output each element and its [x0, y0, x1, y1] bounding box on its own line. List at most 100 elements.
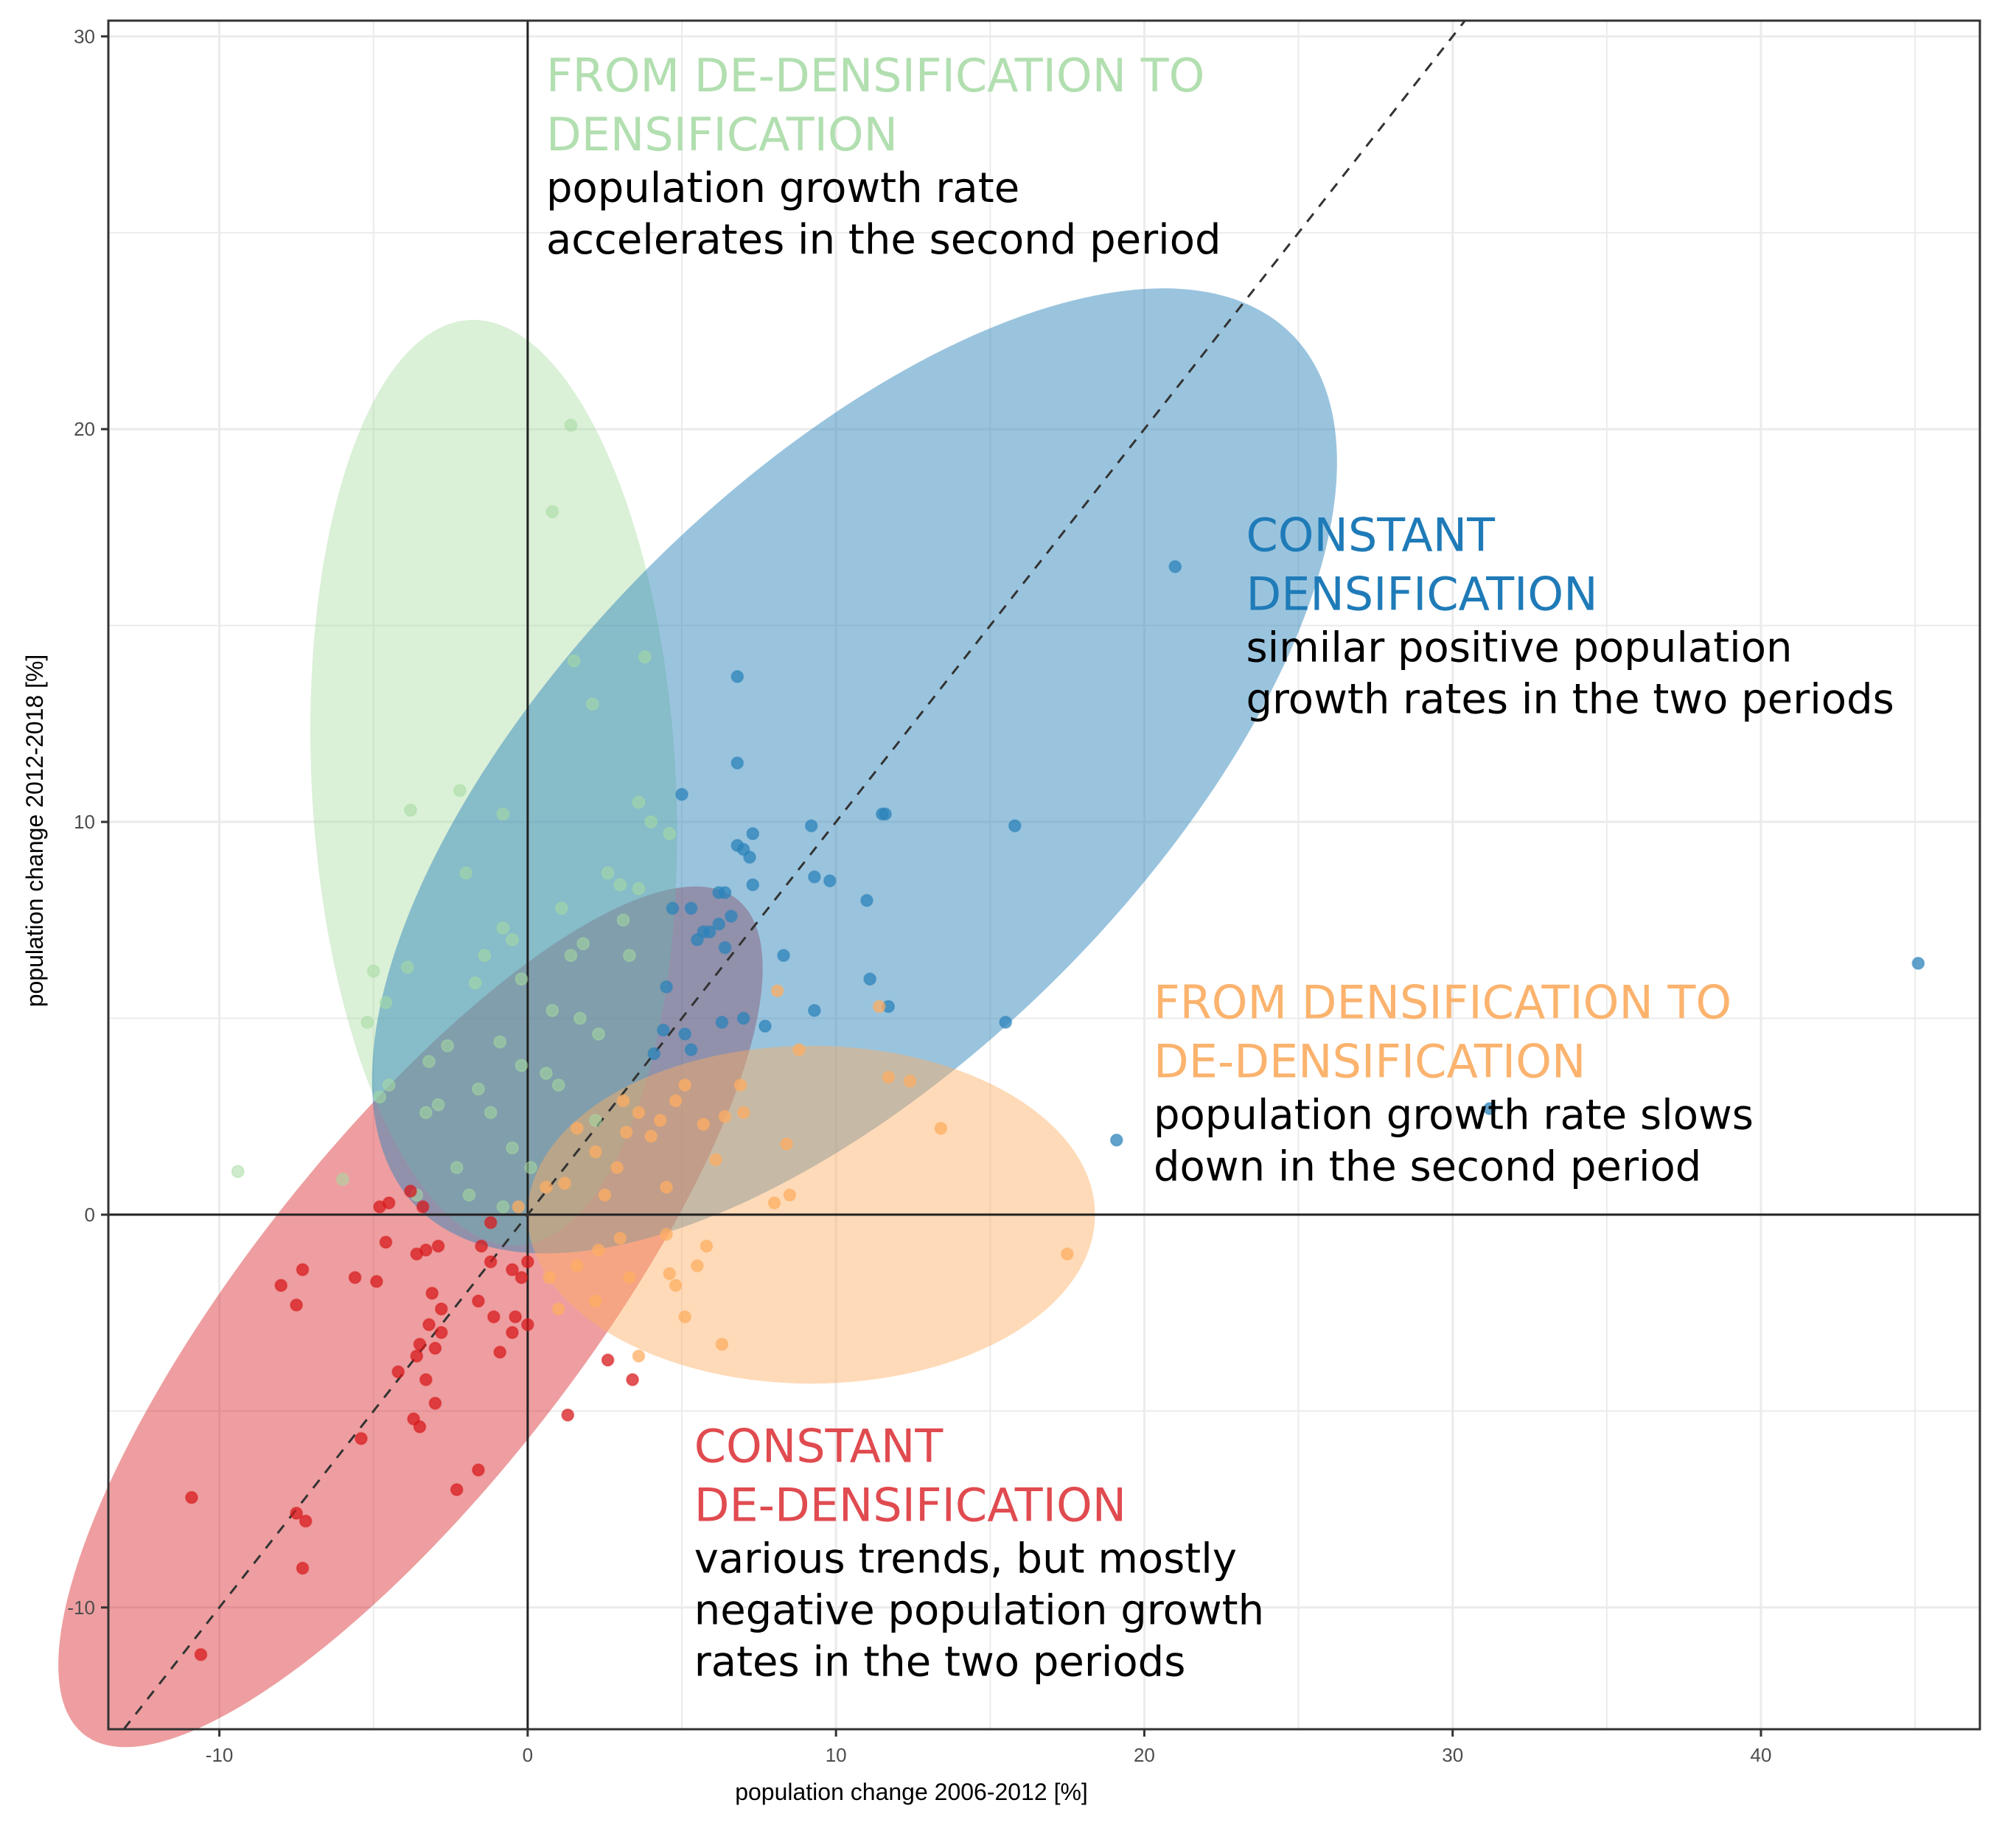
data-point	[684, 901, 698, 915]
data-point	[403, 803, 417, 817]
data-point	[419, 1372, 433, 1386]
data-point	[422, 1318, 436, 1332]
data-point	[770, 984, 784, 998]
data-point	[588, 1114, 602, 1128]
data-point	[626, 1372, 640, 1386]
data-point	[697, 1117, 711, 1131]
data-point	[690, 932, 704, 946]
annotation-body: similar positive population	[1246, 624, 1792, 671]
data-point	[369, 1274, 383, 1288]
data-point	[573, 1011, 587, 1025]
annotation-body: negative population growth	[694, 1587, 1264, 1635]
data-point	[622, 1271, 636, 1285]
y-tick-label: 30	[74, 25, 95, 47]
data-point	[647, 1047, 661, 1061]
data-point	[663, 1266, 677, 1280]
reference-lines	[108, 20, 1980, 1730]
annotation-0: FROM DE-DENSIFICATION TO DENSIFICATIONpop…	[546, 49, 1221, 264]
data-point	[462, 1188, 476, 1202]
data-point	[422, 1055, 436, 1069]
x-tick-label: 0	[523, 1744, 533, 1766]
plot-background	[108, 21, 1980, 1729]
data-point	[564, 949, 578, 963]
data-point	[610, 1160, 624, 1174]
data-point	[558, 1176, 572, 1190]
data-point	[690, 1259, 704, 1273]
data-point	[678, 1078, 692, 1092]
annotation-body: various trends, but mostly	[694, 1535, 1237, 1583]
data-point	[425, 1286, 439, 1300]
annotation-body: down in the second period	[1154, 1142, 1701, 1190]
data-point	[792, 1043, 806, 1057]
data-point	[570, 1259, 584, 1273]
data-point	[505, 932, 519, 946]
annotation-title: DE-DENSIFICATION	[694, 1479, 1126, 1532]
data-point	[585, 697, 599, 711]
data-point	[712, 885, 726, 899]
data-point	[746, 827, 760, 841]
data-point	[520, 1255, 534, 1269]
data-point	[416, 1200, 430, 1214]
data-point	[453, 784, 467, 798]
data-point	[638, 650, 652, 664]
data-point	[493, 1345, 507, 1359]
diagonal-reference-line	[122, 20, 1466, 1730]
data-point	[644, 1129, 658, 1143]
data-point	[598, 1188, 612, 1202]
data-point	[413, 1337, 427, 1351]
data-point	[194, 1647, 208, 1661]
data-point	[419, 1106, 433, 1120]
data-point	[184, 1490, 198, 1504]
data-point	[1008, 819, 1022, 833]
data-point	[882, 1070, 896, 1084]
data-point	[1060, 1247, 1074, 1261]
data-point	[413, 1420, 427, 1434]
data-point	[484, 1106, 498, 1120]
data-point	[644, 815, 658, 829]
data-point	[875, 807, 889, 821]
data-point	[551, 1302, 565, 1316]
cluster-ellipse-3	[58, 886, 763, 1748]
data-point	[551, 1078, 565, 1092]
data-point	[660, 1227, 674, 1241]
data-point	[715, 1015, 729, 1029]
data-point	[616, 913, 630, 927]
x-tick-label: -10	[206, 1744, 234, 1766]
x-axis-title: population change 2006-2012 [%]	[735, 1779, 1088, 1805]
data-point	[486, 1310, 500, 1324]
data-point	[515, 972, 529, 986]
data-point	[471, 1082, 485, 1096]
cluster-ellipse-1	[372, 288, 1337, 1254]
data-point	[471, 1463, 485, 1477]
y-tick-label: -10	[67, 1597, 95, 1619]
data-point	[428, 1342, 442, 1356]
data-point	[1168, 559, 1182, 573]
data-point	[678, 1027, 692, 1041]
data-point	[290, 1506, 304, 1520]
y-tick-label: 0	[85, 1204, 95, 1226]
data-point	[823, 873, 837, 887]
data-point	[231, 1165, 245, 1179]
data-point	[419, 1243, 433, 1257]
data-point	[524, 1160, 538, 1174]
data-point	[669, 1094, 683, 1108]
data-point	[1109, 1133, 1123, 1147]
data-point	[730, 669, 744, 683]
cluster-ellipses	[58, 288, 1337, 1748]
data-point	[863, 972, 877, 986]
data-point	[780, 1137, 794, 1151]
x-tick-label: 30	[1442, 1744, 1463, 1766]
data-point	[400, 960, 414, 974]
data-point	[712, 917, 726, 931]
data-point	[496, 1200, 510, 1214]
annotation-title: FROM DE-DENSIFICATION TO	[546, 49, 1205, 102]
data-point	[715, 1337, 729, 1351]
data-point	[588, 1145, 602, 1159]
data-point	[678, 1310, 692, 1324]
data-point	[410, 1349, 424, 1363]
data-point	[743, 851, 757, 865]
x-tick-label: 20	[1134, 1744, 1155, 1766]
data-point	[613, 1231, 627, 1245]
data-point	[736, 1011, 750, 1025]
data-point	[934, 1121, 948, 1135]
